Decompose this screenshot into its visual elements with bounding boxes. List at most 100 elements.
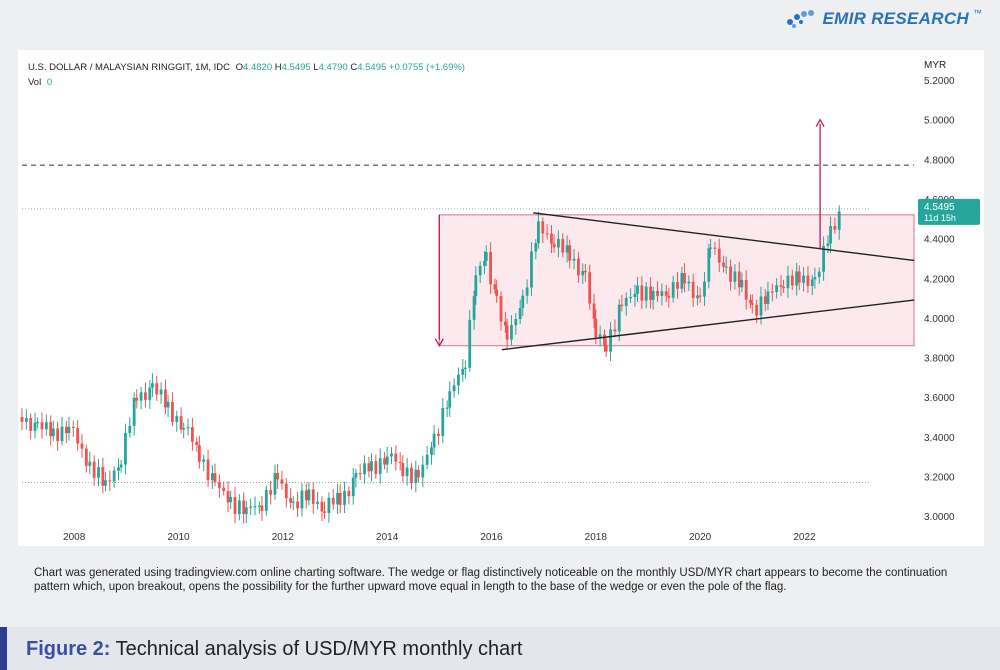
candle-body xyxy=(213,473,217,483)
price-chart[interactable]: 3.0000 3.2000 3.4000 3.6000 3.8000 4.0000 4.20… xyxy=(18,50,984,546)
candle-body xyxy=(709,247,712,249)
candle-body xyxy=(795,271,799,286)
candle-body xyxy=(432,433,436,448)
figure-title-text: Technical analysis of USD/MYR monthly ch… xyxy=(115,638,523,660)
candle-body xyxy=(273,473,277,495)
candle-body xyxy=(598,334,602,338)
candle-body xyxy=(437,433,440,436)
candle-body xyxy=(629,297,632,299)
candle-body xyxy=(171,401,174,422)
candle-body xyxy=(797,271,801,283)
candle-body xyxy=(530,251,533,288)
candle-body xyxy=(557,238,560,248)
volume-label: Vol xyxy=(28,77,42,88)
candle-body xyxy=(385,456,389,465)
candle-body xyxy=(750,303,754,305)
candle-body xyxy=(806,275,810,286)
candle-body xyxy=(383,458,386,465)
candle-body xyxy=(729,266,732,282)
x-tick-label: 2008 xyxy=(63,532,86,543)
candle-body xyxy=(676,282,679,289)
candle-body xyxy=(518,307,522,320)
candle-body xyxy=(320,501,324,512)
candle-body xyxy=(276,473,280,480)
candle-body xyxy=(417,469,420,478)
x-tick-label: 2018 xyxy=(585,532,608,543)
close-value: 4.5495 xyxy=(357,62,387,73)
chart-panel: 3.0000 3.2000 3.4000 3.6000 3.8000 4.0000 4.20… xyxy=(18,50,984,546)
low-label: L xyxy=(313,62,319,73)
candle-body xyxy=(525,287,529,296)
candle-body xyxy=(713,247,717,249)
candle-body xyxy=(817,271,821,278)
brand-logo: EMIR RESEARCH ™ xyxy=(784,8,982,30)
candle-body xyxy=(603,334,606,346)
figure-title-bar: Figure 2: Technical analysis of USD/MYR … xyxy=(0,627,1000,670)
candle-body xyxy=(660,291,664,296)
candle-body xyxy=(545,233,549,235)
candle-body xyxy=(583,270,587,273)
currency-label: MYR xyxy=(924,60,947,71)
candle-body xyxy=(707,248,711,282)
candle-body xyxy=(813,277,817,280)
candle-body xyxy=(561,238,565,253)
candle-body xyxy=(636,285,639,294)
candle-body xyxy=(97,467,100,478)
candle-body xyxy=(786,275,790,289)
candle-body xyxy=(565,245,569,253)
candle-body xyxy=(829,226,832,244)
candle-body xyxy=(159,389,163,395)
candle-body xyxy=(448,391,452,408)
trademark-mark: ™ xyxy=(973,8,982,18)
candle-body xyxy=(202,459,206,462)
symbol-label: U.S. DOLLAR / MALAYSIAN RINGGIT, 1M, IDC xyxy=(28,62,231,73)
volume-value: 0 xyxy=(46,77,53,88)
candle-body xyxy=(687,281,691,284)
candle-body xyxy=(550,233,553,244)
candle-body xyxy=(151,383,154,388)
candle-body xyxy=(604,345,608,352)
candle-body xyxy=(740,279,744,288)
candle-body xyxy=(759,296,763,316)
candle-body xyxy=(609,329,612,352)
candle-body xyxy=(822,245,825,272)
candle-body xyxy=(463,367,467,369)
candle-body xyxy=(398,461,402,464)
candle-body xyxy=(323,511,326,513)
candle-body xyxy=(667,295,671,298)
pole-arrow-head xyxy=(434,338,444,347)
candle-body xyxy=(430,447,433,455)
wedge-upper-line xyxy=(533,212,915,262)
candle-body xyxy=(503,321,507,326)
x-tick-label: 2010 xyxy=(167,532,190,543)
candle-body xyxy=(24,418,28,422)
candle-body xyxy=(264,490,268,511)
candle-body xyxy=(478,265,482,276)
candle-body xyxy=(733,271,737,282)
close-label: C xyxy=(350,62,358,73)
candle-body xyxy=(474,275,478,297)
candle-body xyxy=(722,262,726,267)
candle-body xyxy=(148,387,152,400)
candle-body xyxy=(680,273,684,289)
candle-body xyxy=(29,418,33,431)
candle-body xyxy=(802,275,805,283)
candle-body xyxy=(568,245,572,261)
candle-body xyxy=(233,497,237,514)
candle-body xyxy=(696,295,699,299)
candle-body xyxy=(229,497,233,503)
candle-body xyxy=(495,289,499,296)
candle-body xyxy=(826,243,830,246)
candle-body xyxy=(139,392,143,401)
candle-body xyxy=(182,428,186,430)
candle-body xyxy=(128,425,132,433)
y-tick-label: 3.0000 xyxy=(924,512,955,523)
chart-caption: Chart was generated using tradingview.co… xyxy=(34,567,948,593)
candle-body xyxy=(92,461,96,478)
candle-body xyxy=(378,458,382,474)
candle-body xyxy=(588,272,592,304)
chart-legend: U.S. DOLLAR / MALAYSIAN RINGGIT, 1M, IDC… xyxy=(28,62,465,73)
candle-body xyxy=(493,284,497,290)
candle-body xyxy=(656,290,659,296)
candle-body xyxy=(244,507,248,515)
